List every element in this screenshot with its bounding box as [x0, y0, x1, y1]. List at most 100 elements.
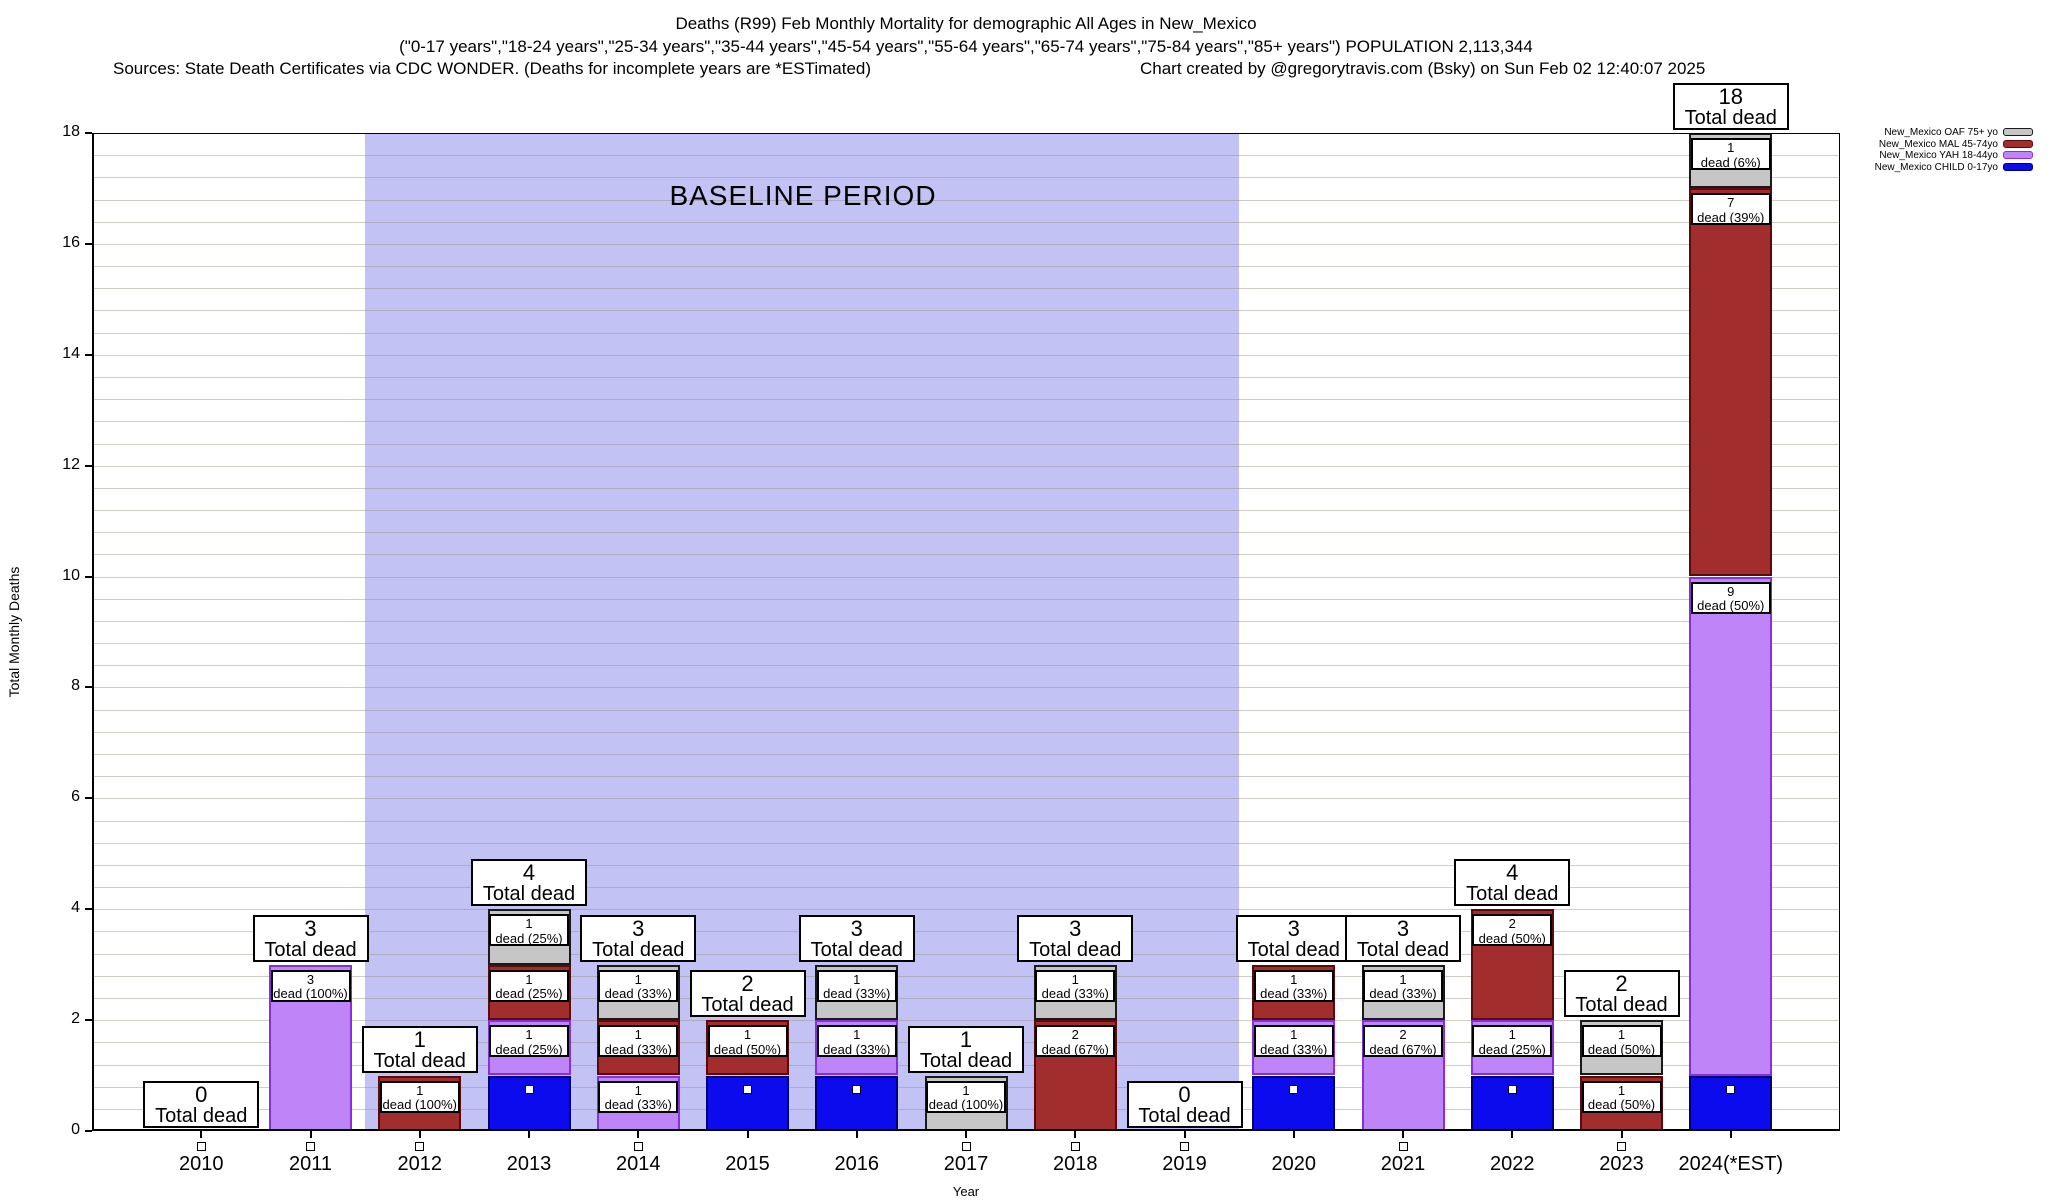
total-dead-label-2018: 3 Total dead [1017, 914, 1134, 962]
total-dead-label-2024(*EST): 18 Total dead [1672, 83, 1789, 130]
child-marker-2023 [1617, 1141, 1626, 1151]
x-axis-tick [746, 1131, 749, 1138]
gridline [92, 709, 1840, 711]
gridline [92, 754, 1840, 755]
gridline [92, 842, 1840, 844]
gridline [92, 487, 1840, 489]
segment-label-2014-YAH: 1 dead (33%) [598, 1080, 679, 1113]
gridline [92, 310, 1840, 312]
x-axis-tick [309, 1131, 312, 1138]
total-dead-label-2016: 3 Total dead [798, 914, 915, 962]
segment-label-2014-MAL: 1 dead (33%) [598, 1025, 679, 1058]
gridline [92, 887, 1840, 888]
segment-label-2016-OAF: 1 dead (33%) [816, 969, 897, 1002]
child-marker-2015 [743, 1084, 752, 1094]
y-axis-tick [85, 464, 92, 467]
segment-label-2023-MAL: 1 dead (50%) [1581, 1080, 1662, 1113]
x-axis-tick [1511, 1131, 1514, 1138]
y-tick-label-0: 0 [71, 1121, 80, 1138]
gridline [92, 1020, 1840, 1022]
x-axis-tick [200, 1131, 203, 1138]
total-dead-label-2011: 3 Total dead [252, 914, 369, 962]
gridline [92, 510, 1840, 511]
y-tick-label-18: 18 [62, 123, 80, 140]
segment-label-2011-YAH: 3 dead (100%) [270, 969, 351, 1002]
y-tick-label-16: 16 [62, 233, 80, 251]
y-tick-label-8: 8 [71, 677, 80, 695]
bar-2024(*EST)-segment-MAL [1689, 188, 1773, 577]
segment-label-2024(*EST)-OAF: 1 dead (6%) [1690, 138, 1771, 170]
gridline [92, 288, 1840, 290]
y-axis-tick [85, 575, 92, 578]
child-marker-2010 [196, 1141, 206, 1151]
segment-label-2020-MAL: 1 dead (33%) [1253, 969, 1334, 1002]
segment-label-2017-OAF: 1 dead (100%) [926, 1080, 1006, 1113]
y-axis-tick [85, 1130, 92, 1132]
segment-label-2022-MAL: 2 dead (50%) [1472, 914, 1553, 947]
gridline [92, 576, 1840, 578]
y-tick-label-12: 12 [62, 455, 80, 473]
gridline [92, 443, 1840, 445]
x-axis-title: Year [952, 1184, 980, 1199]
segment-label-2013-YAH: 1 dead (25%) [489, 1025, 569, 1058]
child-marker-2018 [1070, 1141, 1080, 1151]
y-axis-tick [85, 686, 92, 689]
x-axis-tick [965, 1131, 967, 1138]
child-marker-2012 [415, 1141, 425, 1151]
gridline [92, 421, 1840, 423]
y-tick-label-2: 2 [71, 1010, 80, 1028]
x-tick-label-2015: 2015 [725, 1153, 770, 1175]
chart-credit: Chart created by @gregorytravis.com (Bsk… [1140, 59, 1706, 78]
x-tick-label-2019: 2019 [1162, 1153, 1207, 1175]
y-axis-title: Total Monthly Deaths [6, 566, 22, 698]
child-marker-2019 [1180, 1141, 1189, 1151]
gridline [92, 354, 1840, 356]
gridline [92, 997, 1840, 999]
gridline [92, 243, 1840, 245]
child-marker-2016 [852, 1084, 862, 1094]
gridline [92, 199, 1840, 201]
y-axis-tick [85, 908, 92, 911]
gridline [92, 731, 1840, 733]
gridline [92, 864, 1840, 866]
total-dead-label-2020: 3 Total dead [1235, 914, 1352, 962]
gridline [92, 554, 1840, 556]
child-marker-2024(*EST) [1726, 1084, 1736, 1094]
gridline [92, 598, 1840, 600]
y-tick-label-10: 10 [62, 566, 80, 584]
gridline [92, 643, 1840, 645]
bar-2016-segment-CHILD [815, 1075, 899, 1131]
gridline [92, 177, 1840, 179]
y-axis-tick [85, 242, 92, 245]
child-marker-2021 [1398, 1141, 1408, 1151]
gridline [92, 909, 1840, 911]
segment-label-2013-MAL: 1 dead (25%) [489, 969, 569, 1002]
y-axis-tick [85, 132, 92, 134]
gridline [92, 465, 1840, 467]
child-marker-2014 [633, 1141, 643, 1151]
segment-label-2022-YAH: 1 dead (25%) [1472, 1025, 1553, 1058]
x-axis-tick [1729, 1131, 1732, 1138]
total-dead-label-2015: 2 Total dead [689, 970, 806, 1018]
total-dead-label-2010: 0 Total dead [143, 1081, 260, 1128]
gridline [92, 332, 1840, 334]
child-marker-2013 [524, 1084, 534, 1094]
segment-label-2020-YAH: 1 dead (33%) [1253, 1025, 1334, 1058]
total-dead-label-2017: 1 Total dead [908, 1025, 1024, 1073]
gridline [92, 532, 1840, 534]
x-axis-tick [637, 1131, 640, 1138]
x-axis-tick [1074, 1131, 1077, 1138]
gridline [92, 155, 1840, 157]
y-axis-tick [85, 1019, 92, 1022]
total-dead-label-2012: 1 Total dead [361, 1025, 478, 1073]
segment-label-2016-YAH: 1 dead (33%) [816, 1025, 897, 1058]
x-tick-label-2021: 2021 [1380, 1153, 1426, 1175]
y-tick-label-4: 4 [71, 899, 80, 917]
x-axis-tick [418, 1131, 421, 1138]
x-tick-label-2016: 2016 [834, 1153, 880, 1175]
y-tick-label-14: 14 [62, 344, 80, 362]
bar-2020-segment-CHILD [1252, 1075, 1336, 1131]
y-axis-tick [85, 353, 92, 356]
